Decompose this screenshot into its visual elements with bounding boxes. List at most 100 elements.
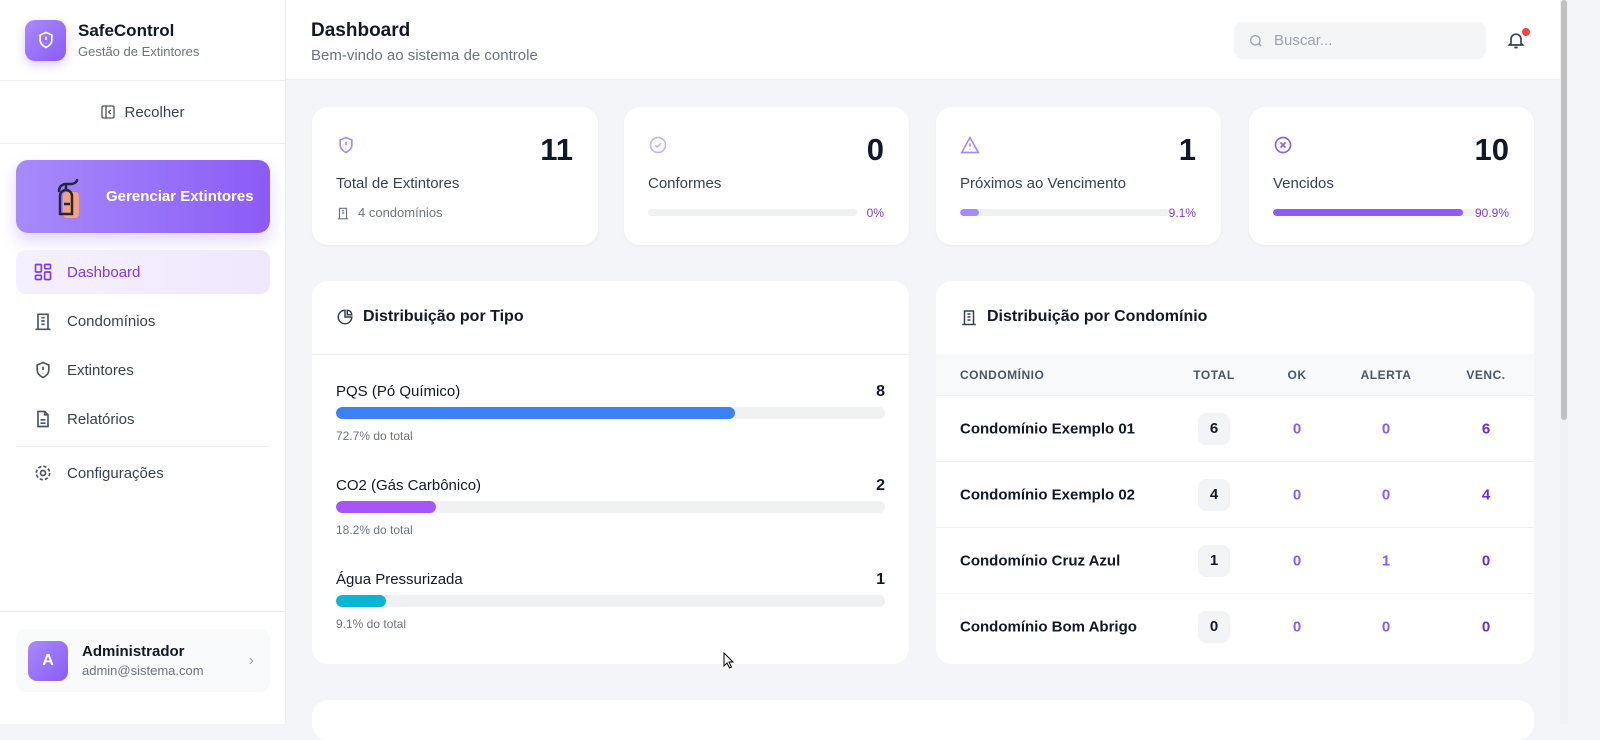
panel-title: Distribuição por Condomínio: [987, 308, 1208, 325]
expired-count: 0: [1481, 618, 1491, 635]
sidebar-item-relatorios[interactable]: Relatórios: [16, 397, 270, 441]
type-count: 8: [876, 383, 885, 400]
total-badge: 1: [1198, 544, 1230, 577]
alert-count: 0: [1381, 618, 1391, 635]
type-count: 1: [876, 571, 885, 588]
expired-count: 0: [1481, 552, 1491, 569]
type-percent: 72.7% do total: [336, 429, 413, 443]
progress-bar: [648, 209, 857, 216]
condo-name: Condomínio Exemplo 02: [960, 486, 1136, 503]
table-row[interactable]: Condomínio Exemplo 02 4 0 0 4: [936, 461, 1534, 527]
sidebar-item-configuracoes[interactable]: Configurações: [16, 451, 270, 495]
type-name: Água Pressurizada: [336, 571, 463, 588]
mouse-cursor-icon: [723, 652, 735, 669]
user-email: admin@sistema.com: [82, 663, 204, 678]
user-menu[interactable]: A Administrador admin@sistema.com ›: [16, 629, 270, 692]
sidebar-item-extintores[interactable]: Extintores: [16, 348, 270, 392]
condo-name: Condomínio Cruz Azul: [960, 552, 1121, 569]
manage-label: Gerenciar Extintores: [106, 188, 254, 205]
total-badge: 4: [1198, 478, 1230, 511]
search-input[interactable]: Buscar...: [1234, 22, 1486, 59]
stat-value: 1: [1178, 132, 1196, 167]
table-row[interactable]: Condomínio Bom Abrigo 0 0 0 0: [936, 593, 1534, 659]
chevron-right-icon: ›: [248, 651, 254, 669]
expired-count: 6: [1481, 420, 1491, 437]
table-row[interactable]: Condomínio Exemplo 01 6 0 0 6: [936, 395, 1534, 461]
column-header: VENC.: [1466, 367, 1506, 382]
collapse-button[interactable]: Recolher: [0, 95, 285, 129]
stat-label: Vencidos: [1273, 175, 1334, 192]
user-name: Administrador: [82, 643, 185, 660]
stat-value: 11: [540, 132, 573, 167]
x-circle-icon: [1274, 136, 1292, 154]
brand-subtitle: Gestão de Extintores: [78, 44, 200, 59]
bottom-panel: [312, 700, 1534, 740]
table-header: CONDOMÍNIO TOTAL OK ALERTA VENC.: [936, 354, 1534, 395]
table-row[interactable]: Condomínio Cruz Azul 1 0 1 0: [936, 527, 1534, 593]
scrollbar-thumb[interactable]: [1561, 0, 1567, 420]
stat-label: Total de Extintores: [336, 175, 460, 192]
page-title: Dashboard: [311, 20, 411, 41]
shield-icon: [25, 19, 66, 61]
check-circle-icon: [649, 136, 667, 154]
stat-percent: 0%: [866, 206, 884, 220]
expired-count: 4: [1481, 486, 1491, 503]
page-subtitle: Bem-vindo ao sistema de controle: [311, 47, 538, 64]
alert-count: 0: [1381, 420, 1391, 437]
brand-title: SafeControl: [78, 21, 175, 40]
shield-icon: [36, 361, 50, 379]
warning-icon: [960, 135, 980, 154]
search-placeholder: Buscar...: [1274, 32, 1333, 49]
stat-value: 0: [866, 132, 884, 167]
type-name: CO2 (Gás Carbônico): [336, 477, 482, 494]
stat-card-vencidos: 10 Vencidos 90.9%: [1249, 107, 1534, 245]
building-icon: [962, 310, 976, 326]
file-text-icon: [37, 410, 49, 428]
ok-count: 0: [1292, 420, 1302, 437]
type-count: 2: [876, 477, 885, 494]
total-badge: 6: [1198, 412, 1230, 445]
avatar: A: [28, 640, 68, 681]
stat-value: 10: [1474, 132, 1509, 167]
condo-name: Condomínio Exemplo 01: [960, 420, 1136, 437]
nav-label: Configurações: [67, 464, 164, 482]
stat-sub: 4 condomínios: [358, 205, 443, 220]
panel-title: Distribuição por Tipo: [363, 308, 524, 325]
search-icon: [1250, 34, 1262, 47]
alert-count: 1: [1381, 552, 1391, 569]
progress-bar: [960, 209, 1169, 216]
progress-bar: [1273, 209, 1482, 216]
type-bar: [336, 595, 885, 607]
alert-count: 0: [1381, 486, 1391, 503]
sidebar: SafeControl Gestão de Extintores Recolher…: [0, 0, 286, 724]
bell-icon[interactable]: [1506, 29, 1526, 51]
gear-icon: [35, 465, 51, 481]
ok-count: 0: [1292, 552, 1302, 569]
nav-label: Relatórios: [67, 410, 135, 428]
type-distribution-panel: Distribuição por Tipo PQS (Pó Químico) 8 7…: [312, 281, 909, 664]
ok-count: 0: [1292, 486, 1302, 503]
brand: SafeControl Gestão de Extintores: [0, 0, 285, 81]
stat-card-proximos: 1 Próximos ao Vencimento 9.1%: [936, 107, 1221, 245]
type-bar: [336, 501, 885, 513]
sidebar-item-condominios[interactable]: Condomínios: [16, 299, 270, 343]
type-percent: 18.2% do total: [336, 523, 413, 537]
type-bar: [336, 407, 885, 419]
stat-label: Conformes: [648, 175, 722, 192]
manage-extinguishers-button[interactable]: Gerenciar Extintores: [16, 160, 270, 233]
stat-percent: 9.1%: [1168, 206, 1196, 220]
type-name: PQS (Pó Químico): [336, 383, 461, 400]
nav-label: Extintores: [67, 361, 134, 379]
header: Dashboard Bem-vindo ao sistema de contro…: [286, 0, 1560, 80]
sidebar-item-dashboard[interactable]: Dashboard: [16, 250, 270, 294]
pie-chart-icon: [337, 309, 353, 325]
stat-percent: 90.9%: [1474, 206, 1509, 220]
panel-collapse-icon: [101, 105, 116, 119]
stat-card-total: 11 Total de Extintores 4 condomínios: [312, 107, 598, 245]
nav-label: Condomínios: [67, 312, 156, 330]
column-header: TOTAL: [1193, 367, 1235, 382]
total-badge: 0: [1198, 610, 1230, 643]
notification-dot: [1522, 28, 1530, 36]
dashboard-icon: [34, 263, 52, 281]
fire-extinguisher-icon: [57, 178, 79, 218]
